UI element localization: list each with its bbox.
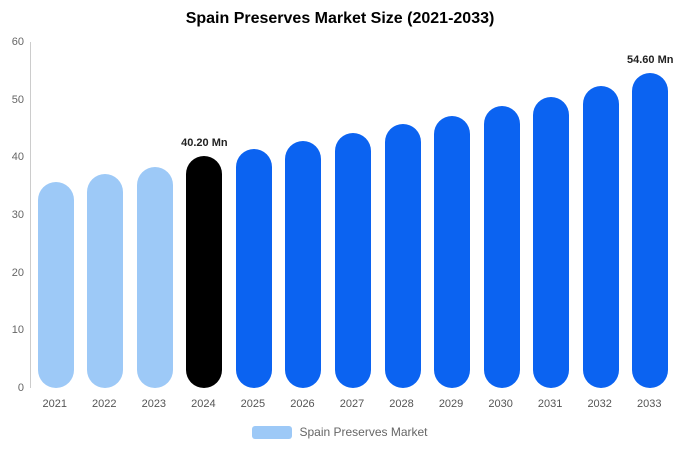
- bar-2025[interactable]: [235, 149, 272, 388]
- bar-2029[interactable]: [434, 115, 471, 388]
- bar-2032[interactable]: [582, 85, 619, 388]
- bar-2023[interactable]: [136, 166, 173, 388]
- x-tick-2031: 2031: [537, 398, 563, 410]
- x-tick-2032: 2032: [587, 398, 612, 410]
- y-tick-50: 50: [11, 93, 24, 106]
- x-tick-2021: 2021: [42, 398, 67, 410]
- bar-2021[interactable]: [37, 181, 74, 388]
- y-tick-0: 0: [17, 382, 24, 394]
- bar-2026[interactable]: [285, 141, 322, 388]
- plot-area: 40.20 Mn 54.60 Mn: [30, 42, 675, 388]
- y-tick-40: 40: [11, 151, 24, 164]
- x-tick-2025: 2025: [240, 398, 266, 410]
- chart-title: Spain Preserves Market Size (2021-2033): [185, 10, 495, 27]
- x-tick-2029: 2029: [438, 398, 464, 410]
- data-label-2033: 54.60 Mn: [626, 54, 674, 67]
- x-tick-2033: 2033: [636, 398, 662, 410]
- x-tick-2026: 2026: [290, 398, 315, 410]
- bar-2027[interactable]: [335, 133, 371, 388]
- x-tick-2030: 2030: [488, 398, 513, 410]
- y-tick-10: 10: [11, 324, 24, 337]
- bar-2024[interactable]: [186, 156, 223, 388]
- legend-label: Spain Preserves Market: [299, 425, 428, 439]
- y-axis: 0 10 20 30 40 50 60: [0, 36, 27, 394]
- bar-2028[interactable]: [384, 124, 421, 388]
- legend-swatch: [252, 425, 293, 439]
- y-tick-30: 30: [11, 209, 24, 221]
- bar-2022[interactable]: [87, 174, 124, 388]
- x-tick-2028: 2028: [389, 398, 414, 410]
- x-tick-2023: 2023: [141, 398, 167, 410]
- x-tick-2024: 2024: [191, 398, 216, 410]
- data-label-2024: 40.20 Mn: [181, 137, 228, 150]
- y-tick-60: 60: [11, 36, 24, 48]
- bar-2030[interactable]: [483, 106, 520, 388]
- x-axis-labels: 2021 2022 2023 2024 2025 2026 2027 2028 2029 2030…: [30, 398, 675, 412]
- y-tick-20: 20: [11, 266, 24, 279]
- x-tick-2027: 2027: [339, 398, 365, 410]
- legend[interactable]: Spain Preserves Market: [0, 425, 680, 439]
- bar-2033[interactable]: [632, 73, 669, 388]
- x-tick-2022: 2022: [92, 398, 117, 410]
- bar-2031[interactable]: [533, 96, 570, 388]
